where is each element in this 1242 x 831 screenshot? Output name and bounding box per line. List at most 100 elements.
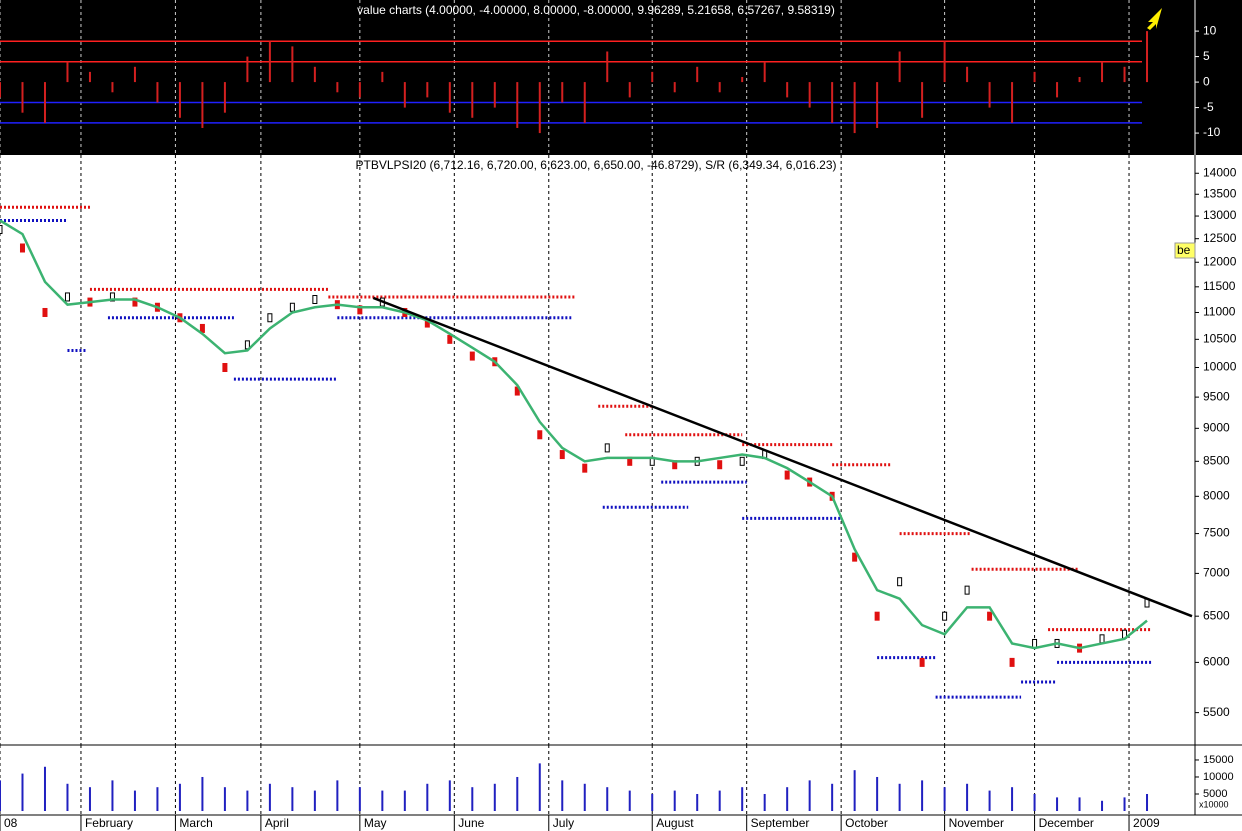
bar	[853, 82, 856, 134]
bar	[426, 783, 429, 811]
x-tick-label: March	[179, 816, 212, 830]
bar	[201, 82, 204, 128]
bar	[943, 787, 946, 811]
bar	[403, 790, 406, 811]
bar	[178, 82, 181, 118]
bar	[786, 787, 789, 811]
candle	[852, 552, 858, 562]
oscillator-panel	[0, 0, 1242, 155]
bar	[133, 790, 136, 811]
x-tick-label: May	[364, 816, 387, 830]
bar	[1146, 31, 1149, 83]
x-tick-label: 08	[4, 816, 18, 830]
bar	[1101, 61, 1104, 83]
y-tick-label: 12000	[1203, 254, 1237, 268]
bar	[493, 82, 496, 108]
bar	[673, 790, 676, 811]
y-tick-label: 10	[1203, 23, 1217, 37]
x-tick-label: April	[265, 816, 289, 830]
x-tick-label: February	[85, 816, 133, 830]
bar	[223, 82, 226, 113]
y-tick-label: 9500	[1203, 389, 1230, 403]
y-tick-label: 14000	[1203, 165, 1237, 179]
bar	[381, 790, 384, 811]
candle	[739, 456, 745, 466]
y-tick-label: 6500	[1203, 608, 1230, 622]
candle	[717, 460, 723, 470]
candle	[897, 577, 903, 587]
y-tick-label: 5000	[1203, 788, 1227, 800]
y-tick-label: 10000	[1203, 360, 1237, 374]
bar	[358, 787, 361, 811]
bar	[66, 61, 69, 83]
bar	[43, 82, 46, 123]
candle	[582, 463, 588, 473]
bar	[741, 76, 744, 83]
candle	[604, 443, 610, 453]
candle	[537, 430, 543, 440]
bar	[268, 41, 271, 83]
bar	[156, 82, 159, 103]
y-tick-label: 7000	[1203, 566, 1230, 580]
bar	[448, 82, 451, 113]
y-tick-label: 12500	[1203, 231, 1237, 245]
bar	[246, 56, 249, 83]
bar	[493, 783, 496, 811]
bar	[583, 783, 586, 811]
y-tick-label: 0	[1203, 74, 1210, 88]
bar	[1033, 71, 1036, 83]
y-tick-label: 15000	[1203, 754, 1234, 766]
bar	[853, 770, 856, 811]
x-tick-label: June	[458, 816, 484, 830]
bar	[268, 783, 271, 811]
bar	[583, 82, 586, 123]
bar	[1011, 787, 1014, 811]
x-tick-label: November	[949, 816, 1004, 830]
bar	[1146, 793, 1149, 811]
bar	[966, 66, 969, 83]
candle	[109, 292, 115, 302]
candle	[357, 305, 363, 315]
bar	[718, 82, 721, 93]
candle	[1032, 638, 1038, 648]
bar	[786, 82, 789, 98]
bar	[628, 790, 631, 811]
bar	[763, 793, 766, 811]
bar	[1078, 76, 1081, 83]
bar	[696, 66, 699, 83]
bar	[1056, 797, 1059, 811]
bar	[651, 71, 654, 83]
bar	[313, 66, 316, 83]
marker-label: be	[1177, 243, 1191, 257]
bar	[471, 82, 474, 118]
bar	[561, 82, 564, 103]
bar	[403, 82, 406, 108]
candle	[19, 243, 25, 253]
bar	[381, 71, 384, 83]
candle	[784, 470, 790, 480]
y-tick-label: 8000	[1203, 488, 1230, 502]
trend-line	[372, 296, 1193, 618]
bar	[988, 82, 991, 108]
bar	[0, 82, 1, 98]
bar	[966, 783, 969, 811]
x-tick-label: 2009	[1133, 816, 1160, 830]
price-title: PTBVLPSI20 (6,712.16, 6,720.00, 6,623.00…	[355, 158, 836, 172]
candle	[1099, 634, 1105, 644]
bar	[88, 71, 91, 83]
y-tick-label: 11500	[1203, 279, 1236, 293]
bar	[88, 787, 91, 811]
bar	[718, 790, 721, 811]
bar	[313, 790, 316, 811]
bar	[133, 66, 136, 83]
y-tick-label: 5500	[1203, 705, 1230, 719]
bar	[876, 82, 879, 128]
bar	[898, 51, 901, 83]
bar	[1033, 793, 1036, 811]
y-tick-label: 8500	[1203, 453, 1230, 467]
y-tick-label: -10	[1203, 125, 1221, 139]
y-tick-label: 13000	[1203, 208, 1237, 222]
x-tick-label: August	[656, 816, 694, 830]
